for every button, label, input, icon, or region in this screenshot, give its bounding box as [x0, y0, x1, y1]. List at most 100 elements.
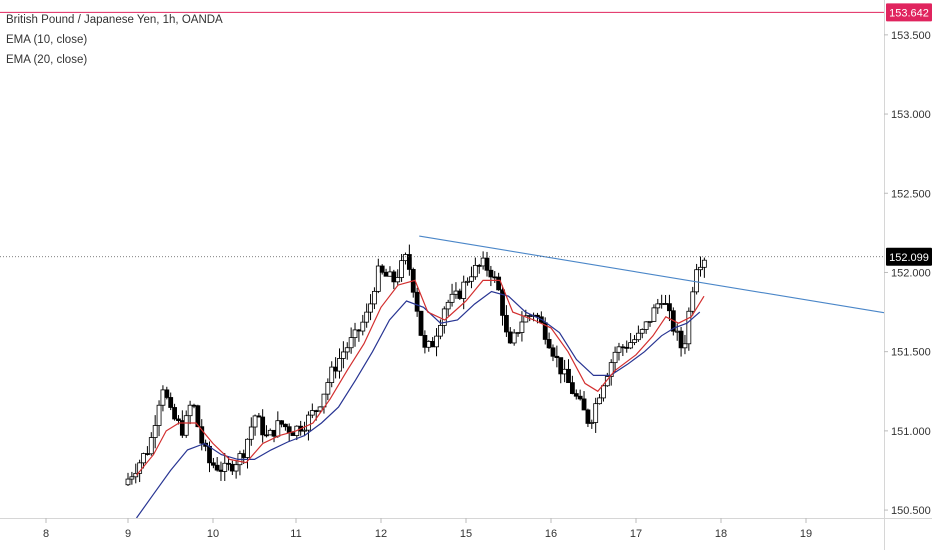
- candle-body: [441, 308, 447, 326]
- candle-body: [391, 271, 397, 283]
- candle-body: [612, 351, 618, 364]
- candle-body: [674, 330, 680, 333]
- candle-body: [403, 254, 408, 262]
- candle-body: [356, 329, 362, 332]
- time-tick-label: 18: [715, 528, 727, 540]
- candle-body: [535, 314, 540, 318]
- candle-body: [608, 362, 614, 377]
- candle-body: [480, 257, 486, 267]
- candle-body: [148, 437, 154, 455]
- price-tick-label: 151.000: [891, 426, 931, 438]
- candle-body: [581, 398, 587, 411]
- candle-body: [344, 347, 350, 353]
- candle-body: [511, 332, 517, 344]
- candle-body: [187, 404, 193, 417]
- candle-body: [290, 432, 296, 436]
- candle-body: [655, 303, 661, 309]
- candlestick-series: [125, 244, 707, 487]
- price-tick-label: 153.500: [891, 30, 931, 42]
- candle-body: [678, 330, 684, 349]
- candle-body: [379, 265, 385, 273]
- time-tick-label: 9: [125, 528, 131, 540]
- candle-body: [449, 293, 455, 303]
- candle-body: [500, 289, 505, 316]
- candle-body: [364, 311, 370, 323]
- candle-body: [701, 259, 707, 268]
- candle-body: [245, 438, 250, 458]
- candle-body: [348, 337, 354, 349]
- candle-body: [507, 331, 513, 344]
- candle-body: [125, 478, 131, 486]
- candle-body: [573, 393, 579, 397]
- candle-body: [438, 325, 443, 337]
- candle-body: [604, 376, 610, 387]
- candle-body: [360, 321, 366, 332]
- candle-body: [647, 320, 653, 323]
- candle-body: [133, 472, 139, 478]
- candle-body: [141, 453, 146, 464]
- candle-body: [383, 271, 389, 277]
- chart-legend: British Pound / Japanese Yen, 1h, OANDA …: [6, 10, 223, 70]
- candle-body: [340, 351, 346, 359]
- candle-body: [488, 269, 494, 278]
- candle-body: [472, 264, 478, 278]
- price-tick-label: 152.000: [891, 267, 931, 279]
- candle-body: [164, 389, 170, 398]
- candle-body: [352, 329, 358, 339]
- candle-body: [457, 290, 463, 299]
- candle-body: [252, 415, 258, 428]
- symbol-title[interactable]: British Pound / Japanese Yen, 1h, OANDA: [6, 14, 223, 26]
- time-tick-label: 8: [43, 528, 49, 540]
- candle-body: [375, 265, 381, 292]
- candle-body: [329, 366, 335, 383]
- candle-body: [145, 453, 150, 455]
- candle-body: [207, 445, 212, 464]
- candle-body: [461, 281, 467, 299]
- candle-body: [639, 329, 645, 334]
- candle-body: [195, 405, 201, 428]
- candle-body: [337, 358, 342, 372]
- time-tick-label: 15: [460, 528, 472, 540]
- candle-body: [399, 260, 404, 278]
- candle-body: [694, 269, 700, 293]
- time-tick-label: 10: [207, 528, 219, 540]
- time-tick-label: 17: [630, 528, 642, 540]
- time-axis[interactable]: 8 9 10 11 12 15 16 17 18 19: [43, 518, 812, 540]
- candle-body: [663, 303, 668, 305]
- candle-body: [264, 434, 269, 437]
- price-axis[interactable]: 150.500 151.000 151.500 152.000 152.500 153.0…: [884, 30, 931, 517]
- candle-body: [616, 346, 622, 353]
- time-tick-label: 16: [545, 528, 557, 540]
- candle-body: [554, 355, 560, 359]
- high-price-label: 153.642: [889, 7, 929, 19]
- candle-body: [484, 257, 490, 271]
- candle-body: [546, 339, 552, 349]
- candle-body: [558, 357, 564, 375]
- candle-body: [682, 343, 688, 349]
- trendline[interactable]: [419, 235, 885, 314]
- candle-body: [191, 404, 197, 407]
- candle-body: [183, 415, 189, 436]
- candle-body: [519, 321, 525, 333]
- ema20-legend[interactable]: EMA (20, close): [6, 54, 88, 66]
- price-tick-label: 153.000: [891, 109, 931, 121]
- candle-body: [256, 415, 262, 418]
- candle-body: [199, 426, 205, 444]
- candle-body: [313, 410, 319, 413]
- candle-body: [152, 425, 158, 438]
- candle-body: [395, 277, 401, 283]
- candle-body: [690, 291, 696, 312]
- candle-body: [426, 340, 432, 348]
- candle-body: [698, 266, 703, 271]
- candle-body: [585, 409, 591, 424]
- candle-body: [515, 332, 521, 334]
- candle-body: [387, 271, 393, 277]
- candle-body: [260, 416, 266, 436]
- candle-body: [406, 254, 412, 270]
- price-tick-label: 150.500: [891, 505, 931, 517]
- candle-body: [306, 414, 311, 431]
- candle-body: [453, 290, 459, 295]
- candle-body: [569, 382, 575, 394]
- ema10-legend[interactable]: EMA (10, close): [6, 34, 88, 46]
